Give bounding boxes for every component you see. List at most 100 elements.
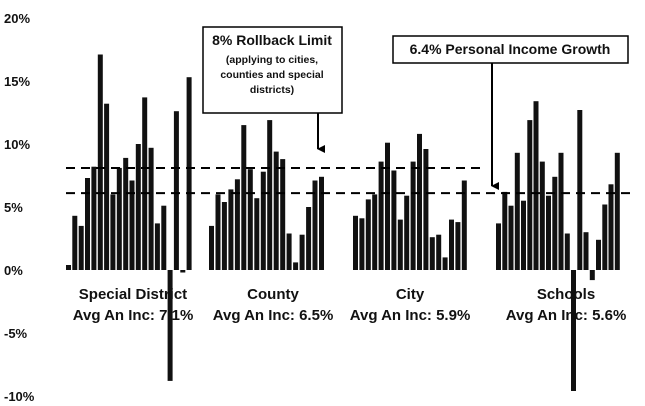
rollback-callout-box xyxy=(202,26,343,114)
bar xyxy=(496,223,501,270)
bar xyxy=(319,176,324,270)
bar xyxy=(306,207,312,270)
y-axis: 20% 15% 10% 5% 0% -5% -10% xyxy=(4,11,35,404)
reference-lines xyxy=(66,166,632,195)
bar xyxy=(608,184,614,270)
bar xyxy=(589,270,595,281)
bar xyxy=(571,270,576,391)
bar xyxy=(577,110,583,270)
bar xyxy=(260,171,266,270)
bar xyxy=(391,170,397,270)
bar xyxy=(129,180,135,270)
income-callout-box xyxy=(392,35,629,64)
rollback-callout: 8% Rollback Limit (applying to cities, c… xyxy=(202,26,343,153)
bar xyxy=(104,103,110,270)
bar xyxy=(299,234,305,270)
group-average-label: Avg An Inc: 5.6% xyxy=(506,307,627,324)
bar xyxy=(372,194,378,270)
group-average-label: Avg An Inc: 6.5% xyxy=(213,307,334,324)
bar xyxy=(508,205,514,270)
bar xyxy=(614,152,620,270)
group-name-label: County xyxy=(247,286,299,303)
bar xyxy=(429,237,435,270)
bar xyxy=(353,215,358,270)
bar xyxy=(521,200,526,270)
bar xyxy=(423,149,429,270)
y-tick-label: 0% xyxy=(4,263,23,278)
bar xyxy=(280,159,286,270)
bar xyxy=(602,204,608,270)
bar xyxy=(359,218,365,270)
bar xyxy=(385,142,390,270)
bar xyxy=(558,152,564,270)
rollback-callout-title: 8% Rollback Limit xyxy=(212,32,332,48)
bar xyxy=(461,180,467,270)
bar xyxy=(365,199,371,270)
bar xyxy=(267,120,273,270)
bar xyxy=(154,223,160,270)
y-tick-label: -5% xyxy=(4,326,28,341)
bar xyxy=(221,202,227,270)
bar xyxy=(148,147,154,270)
bar xyxy=(378,161,384,270)
bar xyxy=(514,152,520,270)
group-name-label: City xyxy=(396,286,425,303)
rollback-callout-sub-2: counties and special xyxy=(220,69,323,81)
bar xyxy=(228,189,234,270)
bar xyxy=(449,219,454,270)
bar xyxy=(564,233,570,270)
bar xyxy=(78,225,84,270)
bar xyxy=(85,178,90,270)
bar xyxy=(209,225,214,270)
bar xyxy=(254,198,260,270)
bar xyxy=(241,125,247,270)
bar xyxy=(142,97,148,271)
income-callout: 6.4% Personal Income Growth xyxy=(392,35,629,190)
bar xyxy=(546,195,551,270)
bar xyxy=(502,191,508,270)
group-name-label: Schools xyxy=(537,286,595,303)
bar xyxy=(273,151,279,270)
rollback-callout-sub-1: (applying to cities, xyxy=(226,54,318,66)
bars xyxy=(66,54,620,391)
bar xyxy=(110,194,116,270)
group-average-label: Avg An Inc: 5.9% xyxy=(350,307,471,324)
bar xyxy=(247,169,253,270)
bar xyxy=(417,133,422,270)
bar xyxy=(167,270,173,381)
bar xyxy=(180,270,186,273)
y-tick-label: 10% xyxy=(4,137,30,152)
bar xyxy=(527,120,533,270)
group-average-label: Avg An Inc: 7.1% xyxy=(73,307,194,324)
bar xyxy=(161,205,167,270)
y-tick-label: -10% xyxy=(4,389,35,404)
bar xyxy=(552,176,558,270)
bar xyxy=(455,222,461,270)
bar xyxy=(312,180,318,270)
bar xyxy=(91,166,97,270)
bar xyxy=(442,257,448,270)
bar xyxy=(123,157,129,270)
bar xyxy=(72,215,78,270)
income-callout-title: 6.4% Personal Income Growth xyxy=(410,41,611,57)
bar xyxy=(97,54,103,270)
bar xyxy=(539,161,545,270)
bar xyxy=(286,233,292,270)
bar xyxy=(596,239,601,270)
bar xyxy=(135,144,141,270)
bar xyxy=(66,265,71,270)
group-name-label: Special District xyxy=(79,286,187,303)
y-tick-label: 20% xyxy=(4,11,30,26)
rollback-callout-sub-3: districts) xyxy=(250,84,294,96)
bar xyxy=(583,232,589,270)
bar xyxy=(293,262,299,270)
bar xyxy=(234,179,240,270)
bar xyxy=(173,111,179,270)
bar xyxy=(436,234,442,270)
bar xyxy=(186,77,192,270)
bar xyxy=(410,161,416,270)
y-tick-label: 15% xyxy=(4,74,30,89)
bar xyxy=(215,194,221,270)
bar xyxy=(533,101,539,270)
